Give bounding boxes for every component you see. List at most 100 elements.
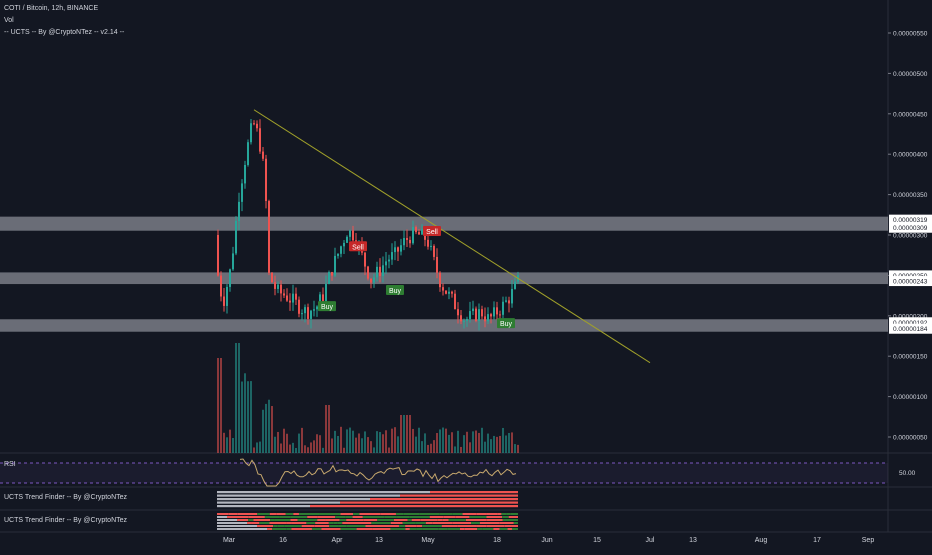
candle-body [250, 123, 252, 143]
volume-bar [418, 427, 420, 453]
trend-bar [317, 519, 326, 521]
volume-bar [277, 431, 279, 453]
volume-bar [463, 435, 465, 453]
candle-body [256, 123, 258, 129]
trend-bar [465, 519, 487, 521]
candle-body [247, 142, 249, 165]
x-tick-label: 18 [493, 537, 501, 544]
trend-bar [511, 525, 518, 527]
candle-body [511, 288, 513, 304]
trend-bar [253, 519, 271, 521]
candle-body [289, 300, 291, 303]
sell-signal[interactable] [349, 241, 367, 252]
candle-body [298, 299, 300, 314]
y-tick-label: 0.00000150 [893, 354, 928, 361]
volume-bar [265, 403, 267, 453]
volume-bar [298, 433, 300, 453]
volume-bar [409, 415, 411, 453]
trend-bar [469, 516, 487, 518]
trend-bar [321, 528, 341, 530]
trend-bar [290, 516, 308, 518]
trend-bar [306, 522, 316, 524]
trend-bar [398, 525, 406, 527]
volume-bar [226, 437, 228, 453]
trend-bar [419, 513, 440, 515]
candle-body [448, 291, 450, 294]
trend-bar [307, 516, 318, 518]
candle-body [286, 295, 288, 301]
volume-bar [259, 441, 261, 453]
trend-bar [462, 513, 477, 515]
volume-bar [358, 433, 360, 453]
volume-bar [322, 447, 324, 453]
candle-body [262, 151, 264, 159]
trend-bar [422, 525, 442, 527]
trend-bar [237, 519, 249, 521]
volume-bar [388, 447, 390, 453]
volume-bar [415, 436, 417, 453]
trend-bar [284, 525, 302, 527]
volume-bar [439, 429, 441, 453]
trend-bar [499, 522, 514, 524]
buy-signal[interactable] [386, 284, 404, 295]
volume-bar [406, 415, 408, 453]
trend-bar [217, 498, 370, 501]
candle-body [484, 316, 486, 322]
candle-body [220, 275, 222, 297]
volume-bar [244, 373, 246, 453]
candle-body [514, 281, 516, 289]
y-price-tag [889, 276, 932, 287]
trend-bar [298, 513, 320, 515]
trend-bar [337, 522, 343, 524]
x-tick-label: Jul [646, 537, 655, 544]
y-price-tag [889, 214, 932, 225]
candle-body [415, 227, 417, 233]
rsi-line [239, 458, 517, 487]
volume-bar [238, 343, 240, 453]
candle-body [367, 266, 369, 279]
candle-body [418, 232, 420, 235]
candle-body [334, 255, 336, 276]
candle-body [436, 256, 438, 273]
trend-bar [247, 522, 252, 524]
trend-bar [508, 516, 518, 518]
x-tick-label: 16 [279, 537, 287, 544]
trend-bar [403, 513, 420, 515]
volume-bar [313, 440, 315, 453]
volume-bar [229, 429, 231, 453]
x-tick-label: May [421, 537, 435, 544]
volume-bar [397, 436, 399, 453]
volume-bar [400, 415, 402, 453]
trend-bar [405, 525, 417, 527]
trend-bar [422, 528, 439, 530]
buy-signal[interactable] [497, 318, 515, 329]
trend-bar [217, 516, 228, 518]
trend-bar [437, 519, 443, 521]
trend-bar [248, 516, 265, 518]
volume-bar [508, 432, 510, 453]
trend-bar [346, 519, 364, 521]
candle-body [346, 236, 348, 243]
candle-body [475, 308, 477, 321]
y-tick-label: 0.00000300 [893, 233, 928, 240]
x-tick-label: 13 [375, 537, 383, 544]
trend-bar [377, 519, 394, 521]
y-price-tag-label: 0.00000184 [893, 326, 928, 333]
trend-bar [502, 519, 518, 521]
candle-body [340, 246, 342, 254]
signal-label: Sell [426, 229, 438, 236]
buy-signal[interactable] [318, 301, 336, 312]
sell-signal[interactable] [423, 225, 441, 236]
trend-bar [297, 519, 318, 521]
trend-bar [276, 513, 286, 515]
volume-bar [232, 437, 234, 453]
volume-bar [250, 381, 252, 453]
volume-bar [283, 428, 285, 453]
volume-bar [490, 439, 492, 453]
trend-bar [400, 494, 518, 497]
candle-body [445, 290, 447, 294]
sr-zone [0, 319, 888, 332]
volume-bar [304, 445, 306, 453]
